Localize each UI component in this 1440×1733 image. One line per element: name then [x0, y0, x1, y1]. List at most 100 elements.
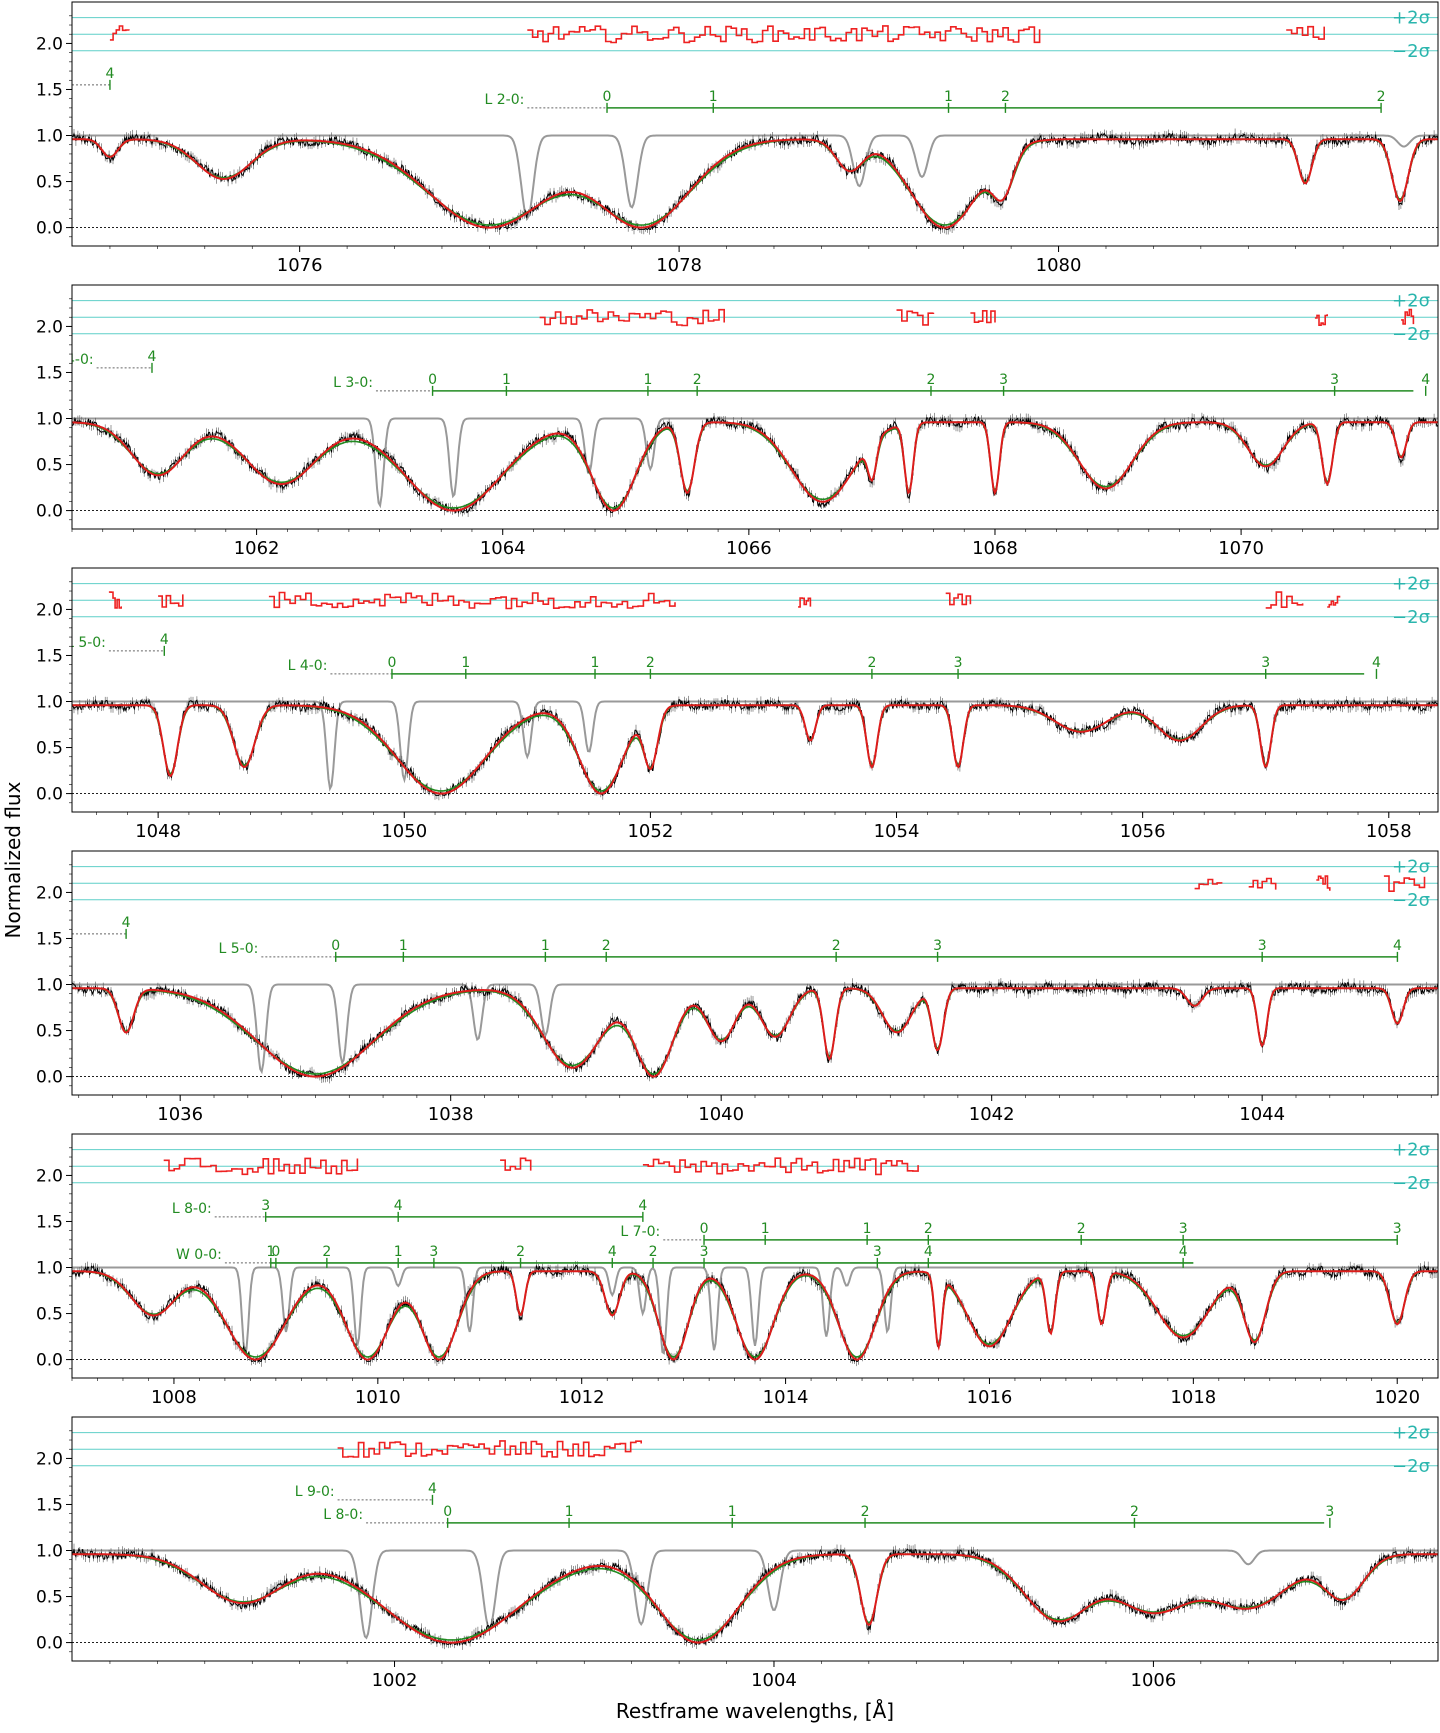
residual-segment — [1286, 25, 1325, 40]
marker-tick-label: 1 — [728, 1504, 737, 1520]
y-tick-label: 1.0 — [36, 976, 63, 996]
axes-frame — [71, 1416, 1439, 1662]
line-marker-l80: L 8-0: 3 4 4 — [172, 1198, 647, 1222]
x-tick-label: 1006 — [1131, 1670, 1177, 1691]
marker-tick-label: 1 — [643, 372, 652, 388]
h2-model-line — [72, 1553, 1438, 1641]
panel-5: L 8-0: 3 4 4L 7-0: 0 1 1 2 2 3 3W 0-0: 10 2 1 3 2 4 2 3 3 4 4… — [36, 1133, 1439, 1408]
minus-2sigma-label: −2σ — [1392, 607, 1430, 628]
residual-segment — [1248, 877, 1277, 890]
marker-tick-label: 3 — [700, 1244, 709, 1260]
component-line — [72, 417, 1438, 509]
y-tick-label: 1.0 — [36, 127, 63, 147]
y-tick-label: 2.0 — [36, 600, 63, 620]
marker-tick-label: 2 — [693, 372, 702, 388]
x-tick-label: 1068 — [972, 538, 1018, 559]
marker-tick-label: 3 — [1325, 1504, 1334, 1520]
plus-2sigma-label: +2σ — [1392, 8, 1430, 29]
marker-tick-label: 1 — [461, 655, 470, 671]
marker-label: L 5-0: — [219, 941, 259, 957]
y-tick-label: 2.0 — [36, 34, 63, 54]
residual-segment — [109, 25, 130, 41]
y-tick-label: 1.5 — [36, 80, 63, 100]
x-tick-label: 1020 — [1374, 1387, 1420, 1408]
marker-tick-label: 2 — [516, 1244, 525, 1260]
y-tick-label: 0.5 — [36, 1022, 63, 1042]
data-errorbars — [72, 1260, 1438, 1367]
component-line — [72, 983, 1438, 1075]
marker-label: L 5-0: — [66, 635, 106, 651]
data-spectrum — [72, 1547, 1438, 1647]
marker-tick-label: 3 — [1393, 1221, 1402, 1237]
marker-tick-label: 4 — [638, 1198, 647, 1214]
marker-tick-label: 4 — [1421, 372, 1430, 388]
marker-tick-label: 1 — [709, 89, 718, 105]
x-tick-label: 1064 — [480, 538, 526, 559]
residual-segment — [539, 308, 725, 327]
component-line — [72, 1549, 1438, 1640]
marker-tick-label: 2 — [602, 938, 611, 954]
line-marker-l50: L 5-0: 4 — [66, 632, 169, 656]
line-marker-l20: L 2-0: 0 1 1 2 2 — [484, 89, 1386, 113]
x-tick-label: 1012 — [559, 1387, 605, 1408]
x-tick-label: 1052 — [627, 821, 673, 842]
marker-tick-label: 2 — [924, 1221, 933, 1237]
total-model-line — [72, 138, 1438, 229]
marker-tick-label: 1 — [266, 1244, 275, 1260]
marker-tick-label: 1 — [944, 89, 953, 105]
marker-tick-label: 2 — [1077, 1221, 1086, 1237]
residual-segment — [896, 309, 935, 326]
line-marker-l60: L 6-0: 4 — [72, 915, 131, 939]
marker-tick-label: 4 — [924, 1244, 933, 1260]
line-marker-l40: L 4-0: 0 1 1 2 2 3 3 4 — [288, 655, 1381, 679]
residual-segment — [1314, 314, 1328, 326]
y-tick-label: 1.5 — [36, 1495, 63, 1515]
marker-tick-label: 2 — [1130, 1504, 1139, 1520]
y-tick-label: 0.5 — [36, 739, 63, 759]
panel-6: L 9-0: 4 L 8-0: 0 1 1 2 2 3 +2σ −2σ 0.0 0.5 1.0 1.5 2.0… — [36, 1416, 1439, 1691]
plus-2sigma-label: +2σ — [1392, 1423, 1430, 1444]
marker-tick-label: 4 — [160, 632, 169, 648]
marker-tick-label: 2 — [832, 938, 841, 954]
x-tick-label: 1070 — [1218, 538, 1264, 559]
line-marker-l50: L 5-0: 0 1 1 2 2 3 3 4 — [219, 938, 1402, 962]
data-errorbars — [72, 977, 1438, 1084]
marker-tick-label: 3 — [954, 655, 963, 671]
total-model-line — [72, 987, 1438, 1078]
data-errorbars — [72, 695, 1438, 801]
y-tick-label: 1.0 — [36, 693, 63, 713]
component-line — [72, 134, 1438, 221]
plus-2sigma-label: +2σ — [1392, 574, 1430, 595]
marker-tick-label: 2 — [1001, 89, 1010, 105]
x-tick-label: 1062 — [234, 538, 280, 559]
y-tick-label: 2.0 — [36, 883, 63, 903]
residual-segment — [268, 591, 676, 610]
x-tick-label: 1018 — [1170, 1387, 1216, 1408]
marker-tick-label: 1 — [591, 655, 600, 671]
residual-segment — [108, 591, 122, 609]
marker-tick-label: 2 — [646, 655, 655, 671]
marker-tick-label: 3 — [1258, 938, 1267, 954]
axes-frame — [71, 284, 1439, 530]
x-tick-label: 1054 — [874, 821, 920, 842]
marker-tick-label: 3 — [429, 1244, 438, 1260]
panel-content: L 4-0: 4 L 3-0: 0 1 1 2 2 3 3 4 — [72, 300, 1438, 518]
marker-tick-label: 3 — [933, 938, 942, 954]
x-tick-label: 1016 — [967, 1387, 1013, 1408]
total-model-line — [72, 1270, 1438, 1361]
data-spectrum — [72, 698, 1438, 797]
marker-label: L 7-0: — [620, 1224, 660, 1240]
y-tick-label: 2.0 — [36, 1166, 63, 1186]
marker-tick-label: 0 — [700, 1221, 709, 1237]
y-tick-label: 1.5 — [36, 1212, 63, 1232]
marker-tick-label: 4 — [1179, 1244, 1188, 1260]
marker-label: L 8-0: — [172, 1201, 212, 1217]
residual-segment — [1265, 591, 1304, 609]
marker-tick-label: 3 — [999, 372, 1008, 388]
line-marker-l30: L 3-0: 0 1 1 2 2 3 3 4 — [333, 372, 1430, 396]
plus-2sigma-label: +2σ — [1392, 291, 1430, 312]
marker-tick-label: 0 — [428, 372, 437, 388]
residual-segment — [500, 1157, 532, 1171]
x-tick-label: 1040 — [698, 1104, 744, 1125]
x-tick-label: 1038 — [428, 1104, 474, 1125]
